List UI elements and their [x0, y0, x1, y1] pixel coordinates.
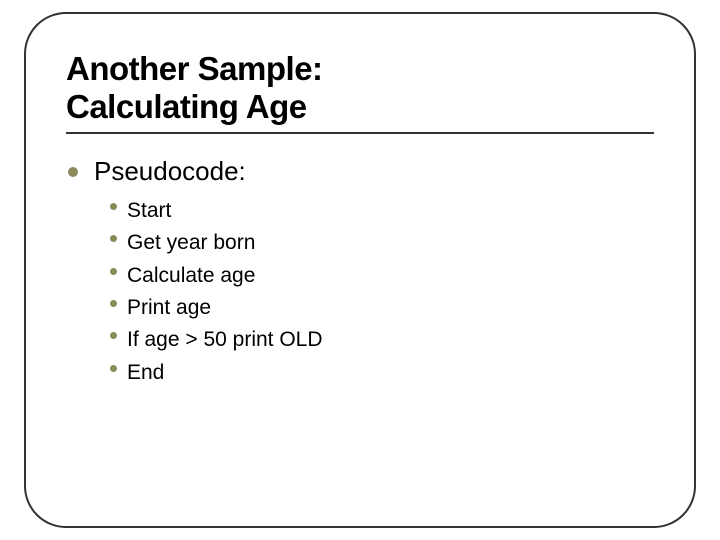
- list-item-text: Get year born: [127, 229, 255, 257]
- dot-bullet-icon: [110, 332, 117, 339]
- title-block: Another Sample: Calculating Age: [66, 50, 654, 134]
- list-item: Start: [110, 197, 654, 225]
- list-item: Get year born: [110, 229, 654, 257]
- list-item-text: Calculate age: [127, 262, 255, 290]
- list-item: End: [110, 359, 654, 387]
- list-item: Calculate age: [110, 262, 654, 290]
- list-item: If age > 50 print OLD: [110, 326, 654, 354]
- list-item-text: End: [127, 359, 164, 387]
- list-item: Print age: [110, 294, 654, 322]
- title-line-2: Calculating Age: [66, 88, 307, 125]
- dot-bullet-icon: [110, 235, 117, 242]
- level1-heading: Pseudocode:: [94, 156, 246, 187]
- pseudocode-list: Start Get year born Calculate age Print …: [110, 197, 654, 387]
- list-item-text: Start: [127, 197, 171, 225]
- dot-bullet-icon: [110, 268, 117, 275]
- disc-bullet-icon: [68, 167, 78, 177]
- title-line-1: Another Sample:: [66, 50, 323, 87]
- dot-bullet-icon: [110, 365, 117, 372]
- list-item-text: Print age: [127, 294, 211, 322]
- slide-frame: Another Sample: Calculating Age Pseudoco…: [24, 12, 696, 528]
- dot-bullet-icon: [110, 203, 117, 210]
- level1-item: Pseudocode:: [68, 156, 654, 187]
- slide-title: Another Sample: Calculating Age: [66, 50, 654, 126]
- list-item-text: If age > 50 print OLD: [127, 326, 323, 354]
- dot-bullet-icon: [110, 300, 117, 307]
